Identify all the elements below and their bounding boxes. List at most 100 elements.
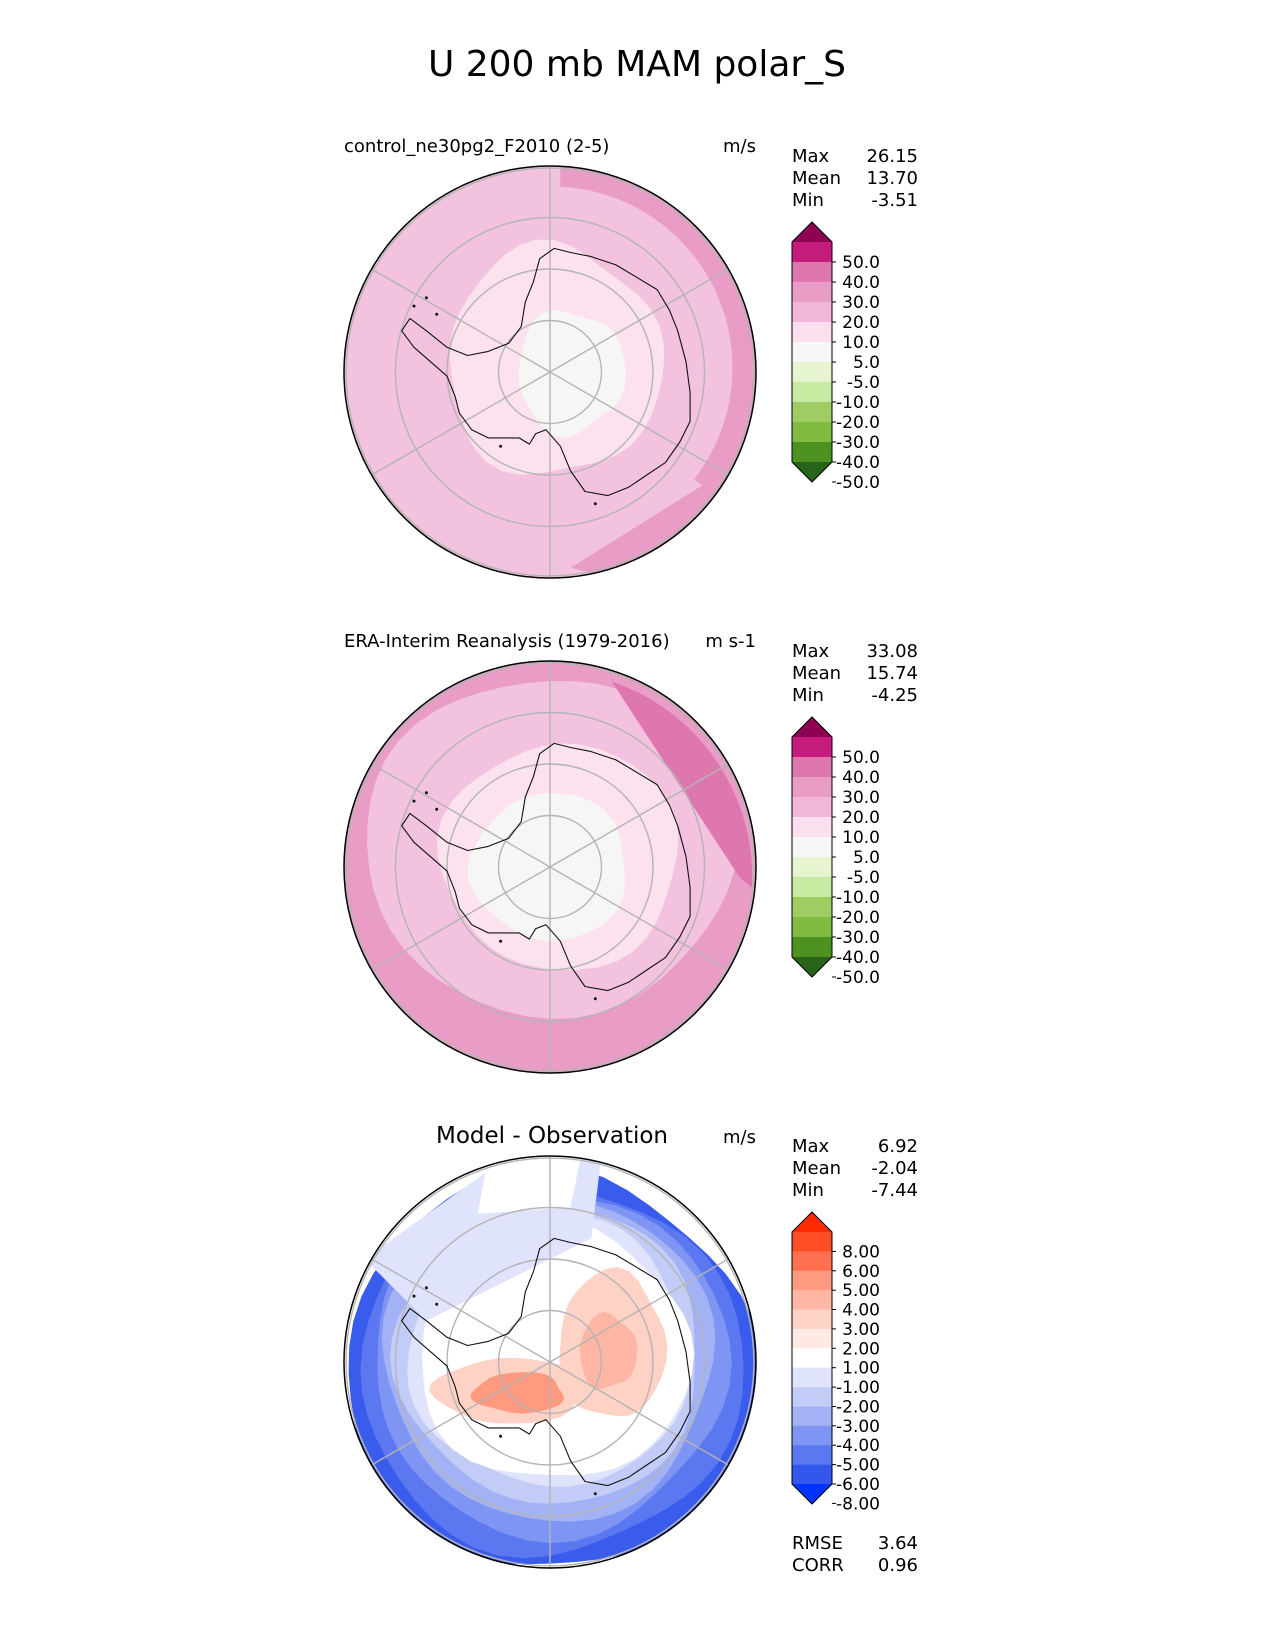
colorbar-tick-label: 5.0	[853, 848, 880, 868]
colorbar-tick-label: 2.00	[842, 1339, 880, 1359]
island	[424, 791, 428, 795]
stat-label-max: Max	[792, 641, 830, 662]
colorbar-tick-label: 50.0	[842, 253, 880, 273]
colorbar-tick-label: -20.0	[836, 413, 880, 433]
meridian-line	[371, 1258, 551, 1363]
panel-observation: ERA-Interim Reanalysis (1979-2016) m s-1…	[343, 631, 918, 1074]
footer-stats: RMSE 3.64 CORR 0.96	[792, 1533, 918, 1576]
island	[412, 1294, 416, 1298]
island	[412, 799, 416, 803]
stat-value-mean: -2.04	[871, 1158, 918, 1179]
colorbar-cell	[792, 1406, 832, 1427]
colorbar-cell	[792, 937, 832, 958]
colorbar-tick-label: 10.0	[842, 828, 880, 848]
stats-block: Max 6.92 Mean -2.04 Min -7.44	[792, 1136, 918, 1201]
colorbar-tick-label: -3.00	[836, 1417, 880, 1437]
colorbar-tick-label: 8.00	[842, 1242, 880, 1262]
island	[424, 1286, 428, 1290]
island	[424, 296, 428, 300]
colorbar-cell	[792, 322, 832, 343]
stat-value-corr: 0.96	[878, 1555, 918, 1576]
colorbar-cell	[792, 1387, 832, 1407]
colorbar-cell	[792, 1270, 832, 1291]
colorbar-tick-label: 40.0	[842, 273, 880, 293]
colorbar-cell	[792, 402, 832, 423]
colorbar-tick-label: -5.00	[836, 1456, 880, 1476]
colorbar-tick-label: 3.00	[842, 1320, 880, 1340]
meridian-line	[549, 1361, 729, 1466]
field-max-band	[611, 681, 753, 888]
island	[593, 502, 597, 506]
colorbar-cell	[792, 1290, 832, 1311]
field-level	[518, 310, 626, 439]
colorbar-cell	[792, 422, 832, 443]
colorbar-cell	[792, 917, 832, 938]
stats-block: Max 26.15 Mean 13.70 Min -3.51	[792, 146, 918, 211]
island	[435, 312, 439, 316]
colorbar-tick-label: -5.0	[847, 373, 880, 393]
colorbar-tick-label: -50.0	[836, 473, 880, 493]
colorbar-cell	[792, 857, 832, 878]
map-boundary	[343, 660, 757, 1074]
colorbar-tick-label: 5.0	[853, 353, 880, 373]
colorbar-tick-label: -40.0	[836, 948, 880, 968]
stat-label-corr: CORR	[792, 1555, 844, 1576]
field-level	[470, 1372, 565, 1414]
colorbar-tick-label: 30.0	[842, 788, 880, 808]
colorbar-cell	[792, 342, 832, 363]
colorbar-cell	[792, 837, 832, 858]
stat-value-min: -7.44	[871, 1180, 918, 1201]
colorbar-tick-label: -20.0	[836, 908, 880, 928]
stat-label-min: Min	[792, 1180, 824, 1201]
colorbar-cell	[792, 757, 832, 778]
colorbar-tick-label: 50.0	[842, 748, 880, 768]
field-jet-south	[570, 464, 756, 578]
colorbar-tick-label: -5.0	[847, 868, 880, 888]
antarctica-coastline	[401, 247, 691, 497]
colorbar-tick-label: -30.0	[836, 433, 880, 453]
colorbar-tick-label: 10.0	[842, 333, 880, 353]
colorbar-extend-top	[792, 222, 832, 242]
colorbar-cell	[792, 242, 832, 263]
stat-label-min: Min	[792, 685, 824, 706]
colorbar-tick-label: -8.00	[836, 1494, 880, 1514]
colorbar-cell	[792, 1445, 832, 1466]
colorbar-cell	[792, 817, 832, 838]
island	[499, 939, 503, 943]
colorbar-tick-label: -10.0	[836, 888, 880, 908]
stat-value-max: 26.15	[866, 146, 918, 167]
meridian-line	[371, 1361, 551, 1466]
colorbar-tick-label: 4.00	[842, 1301, 880, 1321]
colorbar-cell	[792, 382, 832, 403]
colorbar-extend-bottom	[792, 462, 832, 482]
meridian-line	[371, 763, 551, 868]
colorbar-extend-bottom	[792, 1484, 832, 1504]
panel-model: control_ne30pg2_F2010 (2-5) m/s Max 26.1…	[343, 136, 918, 579]
colorbar-cell	[792, 362, 832, 383]
colorbar-extend-top	[792, 1212, 832, 1232]
colorbar-tick-label: -50.0	[836, 968, 880, 988]
colorbar-extend-bottom	[792, 957, 832, 977]
island	[499, 444, 503, 448]
meridian-line	[549, 866, 729, 971]
stat-label-max: Max	[792, 146, 830, 167]
colorbar-cell	[792, 442, 832, 463]
panel-difference: Model - Observation m/s Max 6.92 Mean -2…	[343, 1123, 918, 1576]
colorbar-cell	[792, 797, 832, 818]
field-jet-east	[560, 166, 756, 496]
colorbar-tick-label: -6.00	[836, 1475, 880, 1495]
panel-title: control_ne30pg2_F2010 (2-5)	[344, 136, 609, 157]
colorbar-tick-label: -1.00	[836, 1378, 880, 1398]
colorbar-cell	[792, 1348, 832, 1369]
panel-units: m s-1	[705, 631, 756, 652]
stat-label-mean: Mean	[792, 168, 841, 189]
island	[435, 807, 439, 811]
meridian-line	[549, 268, 729, 373]
meridian-line	[371, 268, 551, 373]
stat-value-min: -4.25	[871, 685, 918, 706]
field-level	[477, 1156, 581, 1214]
colorbar-cell	[792, 1251, 832, 1272]
meridian-line	[371, 866, 551, 971]
meridian-line	[549, 1258, 729, 1363]
